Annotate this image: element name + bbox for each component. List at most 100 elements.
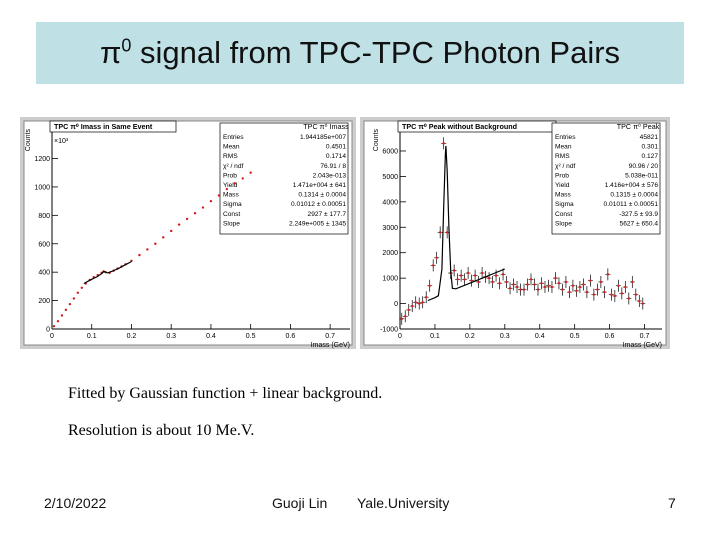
y-tick-label: 1000 — [382, 276, 398, 283]
fit-curve — [427, 145, 506, 302]
y-tick-label: 1000 — [34, 184, 50, 191]
data-point — [578, 285, 582, 289]
y-tick-label: 0 — [394, 301, 398, 308]
data-point — [571, 284, 575, 287]
data-point — [610, 293, 613, 296]
data-point — [185, 217, 189, 221]
data-point — [491, 280, 494, 284]
data-point — [582, 283, 585, 286]
stats-value: 90.96 / 20 — [629, 163, 659, 170]
data-point — [209, 199, 213, 203]
y-tick-label: 6000 — [382, 148, 398, 155]
stats-box — [219, 122, 349, 235]
stats-label: Sigma — [555, 201, 574, 208]
data-point — [241, 177, 244, 180]
data-point — [452, 269, 456, 272]
data-point — [400, 317, 403, 321]
stats-value: 5.038e-011 — [625, 172, 658, 179]
data-point — [620, 292, 624, 295]
right-chart: 0 0.1 0.2 0.3 0.4 0.5 0.6 0.7-10000100020003000… — [363, 120, 667, 349]
stats-title: TPC π⁰ Peak — [617, 122, 660, 131]
x-tick-label: 0.1 — [87, 333, 97, 340]
title-bar: π0 signal from TPC-TPC Photon Pairs — [36, 22, 684, 84]
y-axis-label: Counts — [373, 129, 380, 152]
data-point — [249, 171, 252, 174]
data-point — [233, 182, 236, 185]
footer-date: 2/10/2022 — [44, 495, 107, 511]
stats-label: χ² / ndf — [223, 163, 243, 170]
data-point — [599, 280, 603, 284]
x-tick-label: 0.7 — [325, 333, 335, 340]
left-plot-panel: 0 0.1 0.2 0.3 0.4 0.5 0.6 0.7 0 200 400 600 800 1000 1… — [20, 117, 356, 349]
stats-label: Entries — [223, 134, 244, 141]
y-tick-label: 1200 — [34, 156, 50, 163]
stats-value: 0.1315 ± 0.0004 — [610, 192, 658, 199]
data-point — [52, 324, 56, 328]
data-point — [585, 290, 589, 294]
data-point — [487, 276, 491, 280]
data-point — [515, 285, 519, 289]
data-point — [519, 288, 522, 291]
y-tick-label: 600 — [38, 241, 50, 248]
x-tick-label: 0.3 — [166, 333, 176, 340]
x-tick-label: 0.5 — [246, 333, 256, 340]
data-point — [470, 279, 473, 282]
y-tick-label: -1000 — [380, 327, 398, 334]
data-point — [217, 194, 221, 197]
data-point — [529, 278, 533, 281]
stats-value: 0.01011 ± 0.00051 — [604, 201, 659, 208]
y-tick-label: 2000 — [382, 250, 398, 257]
stats-value: 5627 ± 650.4 — [620, 220, 659, 227]
stats-box — [551, 122, 661, 235]
x-tick-label: 0 — [398, 333, 402, 340]
stats-value: 0.01012 ± 0.00051 — [291, 201, 346, 208]
stats-value: 0.301 — [641, 144, 658, 151]
x-tick-label: 0.6 — [286, 333, 296, 340]
y-tick-label: 0 — [46, 327, 50, 334]
chart-title-box — [49, 120, 177, 133]
stats-title: TPC π⁰ Imass — [303, 122, 349, 131]
stats-label: RMS — [223, 153, 238, 160]
y-tick-label: 400 — [38, 270, 50, 277]
stats-value: 1.416e+004 ± 576 — [605, 182, 659, 189]
data-point — [617, 284, 620, 287]
y-tick-label: 4000 — [382, 199, 398, 206]
data-point — [76, 291, 80, 294]
data-point — [477, 280, 480, 284]
data-point — [508, 287, 512, 290]
data-point — [498, 282, 501, 285]
data-point — [603, 290, 606, 294]
stats-label: Sigma — [223, 201, 242, 208]
data-point — [162, 236, 165, 239]
data-point — [592, 293, 596, 296]
data-point — [466, 271, 470, 275]
data-point — [138, 253, 141, 257]
data-point — [554, 276, 557, 280]
data-point — [533, 283, 536, 286]
data-point — [568, 290, 571, 294]
stats-label: Slope — [223, 220, 240, 227]
stats-label: RMS — [555, 153, 570, 160]
x-axis-label: Imass (GeV) — [311, 342, 350, 349]
data-point — [425, 296, 428, 299]
stats-value: 0.4501 — [326, 144, 347, 151]
x-tick-label: 0.7 — [640, 333, 650, 340]
x-tick-label: 0 — [50, 333, 54, 340]
data-point — [641, 302, 644, 305]
caption-resolution: Resolution is about 10 Me.V. — [68, 422, 255, 439]
y-tick-label: 5000 — [382, 174, 398, 181]
data-point — [421, 301, 424, 304]
chart-title: TPC π⁰ Peak without Background — [402, 122, 517, 131]
y-tick-label: 800 — [38, 213, 50, 220]
stats-label: Const — [223, 211, 240, 218]
x-axis-label: Imass (GeV) — [623, 342, 662, 349]
data-point — [561, 288, 564, 291]
data-point — [445, 231, 449, 234]
data-point — [80, 286, 83, 289]
data-point — [170, 229, 173, 233]
data-point — [557, 282, 561, 285]
data-point — [438, 231, 442, 234]
stats-label: Mass — [555, 192, 571, 199]
stats-label: Yield — [223, 182, 238, 189]
x-tick-label: 0.6 — [605, 333, 615, 340]
